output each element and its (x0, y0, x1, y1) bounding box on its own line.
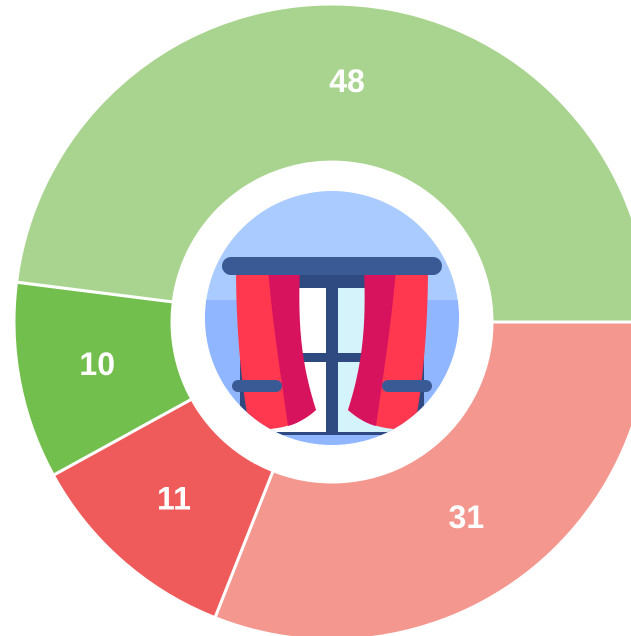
slice-label: 31 (449, 499, 485, 535)
slice-label: 10 (79, 346, 115, 382)
slice-label: 48 (329, 63, 365, 99)
slice-label: 11 (157, 481, 191, 517)
slices (12, 2, 631, 636)
labels: 31 11 10 48 (79, 63, 484, 535)
